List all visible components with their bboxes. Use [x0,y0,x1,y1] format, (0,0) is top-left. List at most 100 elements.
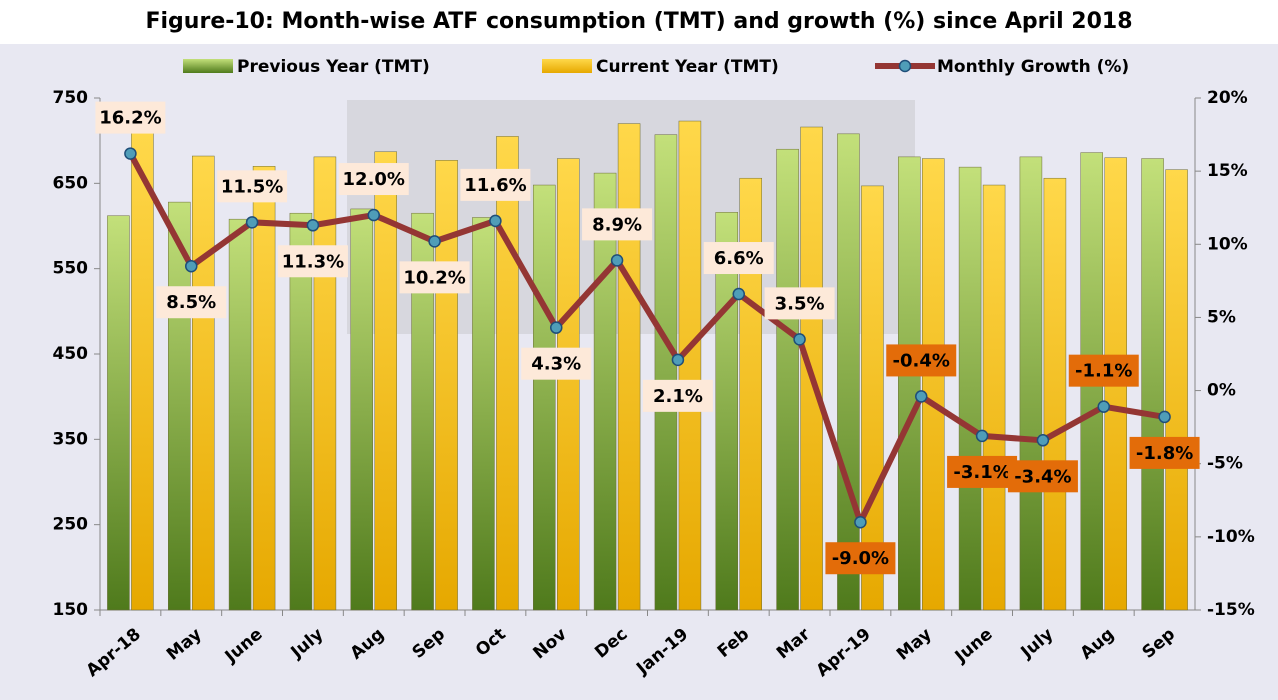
y2-tick-label: -10% [1207,527,1255,547]
bar [654,134,678,611]
bar [678,120,702,611]
data-label-box [1007,460,1078,493]
y2-tick-label: 0% [1207,381,1236,401]
bar [252,166,276,611]
legend-swatch [183,59,233,73]
bar [374,151,397,611]
data-label: -0.4% [893,350,950,371]
bar [1141,158,1164,611]
data-label-box [642,379,713,412]
data-label: 11.5% [221,176,283,197]
y-tick-label: 350 [53,429,89,449]
growth-marker [610,254,624,267]
data-label: 2.1% [653,386,703,407]
data-label: 11.3% [282,251,344,272]
chart-title: Figure-10: Month-wise ATF consumption (T… [145,9,1132,34]
data-label: 12.0% [343,169,405,190]
growth-marker [306,219,320,232]
bar [1019,156,1043,611]
data-label-box [95,101,166,134]
data-label: 8.5% [166,292,216,313]
bar [192,155,215,611]
legend-label: Current Year (TMT) [596,57,779,77]
bar [557,158,580,611]
y2-tick-label: -15% [1207,600,1255,620]
growth-marker [1097,400,1110,413]
bar [472,217,495,611]
growth-marker [671,353,685,367]
data-label-box [217,170,288,203]
y2-tick-label: 15% [1207,161,1248,181]
y-tick-label: 550 [53,259,89,279]
bar [533,184,556,611]
data-label-box [947,455,1018,488]
data-label-box [825,542,896,575]
data-label: 11.6% [464,175,526,196]
bar [898,156,921,611]
bar [1165,169,1188,611]
data-label-box [703,242,774,275]
y-tick-label: 750 [53,88,89,108]
legend-swatch [542,59,592,73]
y2-tick-label: 10% [1207,234,1248,254]
growth-marker [793,333,806,346]
growth-marker [489,214,502,228]
growth-marker [550,321,563,334]
bar [776,148,799,611]
legend-marker [898,59,912,73]
data-label: -1.8% [1136,443,1193,464]
y-tick-label: 450 [53,344,89,364]
bar [982,184,1006,611]
bar [107,215,130,611]
growth-marker [975,429,989,443]
growth-line [127,152,1166,526]
bar [228,218,252,611]
bar [1043,177,1067,611]
data-label-box [521,347,592,380]
y2-tick-label: -5% [1207,454,1243,474]
growth-marker [1158,410,1171,424]
data-label: -3.4% [1014,466,1071,487]
bar [350,208,373,611]
bar [411,212,434,611]
data-label-box [338,163,409,196]
data-label-box [399,261,470,294]
data-label-box [460,168,531,201]
growth-marker [367,208,380,222]
data-label: -3.1% [953,462,1010,483]
data-label-box [582,208,653,241]
legend-label: Previous Year (TMT) [237,57,430,77]
y2-tick-label: 5% [1207,307,1236,327]
data-label-box [764,287,835,320]
data-label: 3.5% [775,293,825,314]
y-tick-label: 150 [53,600,89,620]
data-label: 6.6% [714,248,764,269]
bar [739,177,762,611]
data-label-box [886,344,957,377]
data-label: 16.2% [99,108,161,129]
bar [435,160,458,611]
data-label-box [1068,354,1139,387]
bar [958,166,982,611]
growth-marker [185,259,198,273]
growth-marker [124,147,137,160]
growth-marker [1036,434,1050,447]
data-label: -9.0% [832,548,889,569]
growth-marker [428,235,441,248]
y2-tick-label: 20% [1207,88,1248,108]
bar [617,123,641,611]
bar [922,158,945,611]
data-label-box [1129,436,1200,469]
data-label: 8.9% [592,214,642,235]
data-label: -1.1% [1075,361,1132,382]
y-tick-label: 250 [53,515,89,535]
growth-marker [732,287,745,301]
data-label-box [156,286,227,319]
data-label-box [277,245,348,278]
bar [496,136,519,611]
y-tick-label: 650 [53,173,89,193]
bar [837,133,860,611]
growth-marker [854,515,867,529]
legend-label: Monthly Growth (%) [937,57,1129,77]
